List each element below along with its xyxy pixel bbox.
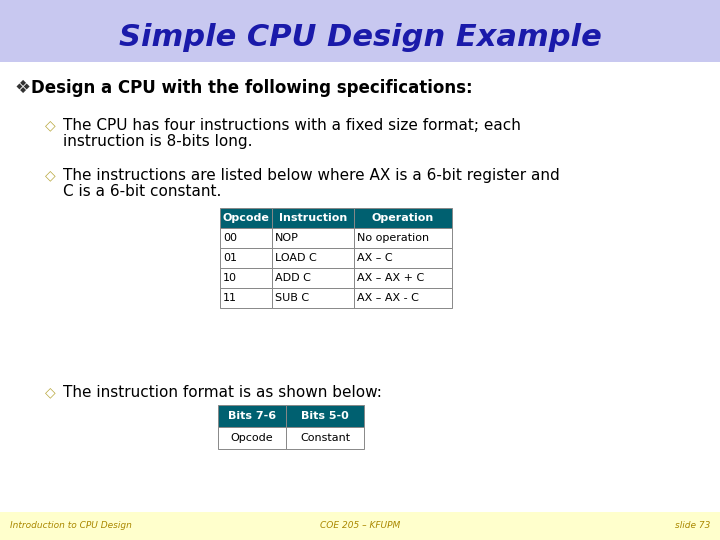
Text: LOAD C: LOAD C [275, 253, 317, 263]
Text: slide 73: slide 73 [675, 522, 710, 530]
Bar [354, 248, 452, 268]
Bar [0, 0, 720, 62]
Bar [272, 228, 354, 248]
Text: The instruction format is as shown below:: The instruction format is as shown below… [63, 385, 382, 400]
Text: NOP: NOP [275, 233, 299, 243]
Bar [286, 427, 364, 449]
Bar [286, 405, 364, 427]
Text: ADD C: ADD C [275, 273, 311, 283]
Text: Instruction: Instruction [279, 213, 347, 223]
Text: ◇: ◇ [45, 118, 55, 132]
Bar [220, 288, 272, 308]
Bar [354, 268, 452, 288]
Bar [272, 208, 354, 228]
Bar [220, 228, 272, 248]
Bar [272, 268, 354, 288]
Bar [272, 248, 354, 268]
Text: SUB C: SUB C [275, 293, 309, 303]
Text: The instructions are listed below where AX is a 6-bit register and: The instructions are listed below where … [63, 168, 559, 183]
Text: No operation: No operation [357, 233, 429, 243]
Text: AX – AX + C: AX – AX + C [357, 273, 424, 283]
Text: Design a CPU with the following specifications:: Design a CPU with the following specific… [31, 79, 472, 97]
Text: Introduction to CPU Design: Introduction to CPU Design [10, 522, 132, 530]
Bar [354, 208, 452, 228]
Text: Opcode: Opcode [230, 433, 274, 443]
Text: Opcode: Opcode [222, 213, 269, 223]
Text: 00: 00 [223, 233, 237, 243]
Text: AX – C: AX – C [357, 253, 392, 263]
Text: Simple CPU Design Example: Simple CPU Design Example [119, 24, 601, 52]
Bar [220, 208, 272, 228]
Text: ◇: ◇ [45, 168, 55, 182]
Text: ◇: ◇ [45, 385, 55, 399]
Bar [354, 288, 452, 308]
Bar [272, 288, 354, 308]
Bar [218, 405, 286, 427]
Text: 10: 10 [223, 273, 237, 283]
Text: C is a 6-bit constant.: C is a 6-bit constant. [63, 184, 221, 199]
Text: Operation: Operation [372, 213, 434, 223]
Text: Bits 5-0: Bits 5-0 [301, 411, 349, 421]
Text: instruction is 8-bits long.: instruction is 8-bits long. [63, 134, 253, 149]
Bar [0, 512, 720, 540]
Bar [354, 228, 452, 248]
Text: AX – AX - C: AX – AX - C [357, 293, 419, 303]
Text: Constant: Constant [300, 433, 350, 443]
Bar [220, 248, 272, 268]
Text: ❖: ❖ [14, 79, 30, 97]
Text: 01: 01 [223, 253, 237, 263]
Text: COE 205 – KFUPM: COE 205 – KFUPM [320, 522, 400, 530]
Bar [220, 268, 272, 288]
Text: 11: 11 [223, 293, 237, 303]
Text: The CPU has four instructions with a fixed size format; each: The CPU has four instructions with a fix… [63, 118, 521, 133]
Text: Bits 7-6: Bits 7-6 [228, 411, 276, 421]
Bar [218, 427, 286, 449]
